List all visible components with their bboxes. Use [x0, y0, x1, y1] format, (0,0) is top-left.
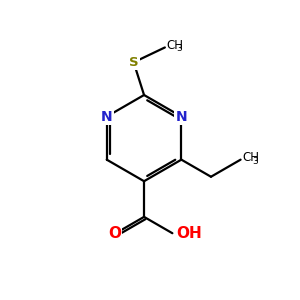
Text: 3: 3: [252, 157, 258, 166]
Text: N: N: [176, 110, 187, 124]
Text: CH: CH: [166, 39, 183, 52]
Text: O: O: [108, 226, 121, 241]
Text: N: N: [101, 110, 112, 124]
Text: S: S: [129, 56, 139, 69]
Text: OH: OH: [176, 226, 202, 241]
Text: 3: 3: [176, 44, 182, 53]
Text: CH: CH: [242, 152, 259, 164]
